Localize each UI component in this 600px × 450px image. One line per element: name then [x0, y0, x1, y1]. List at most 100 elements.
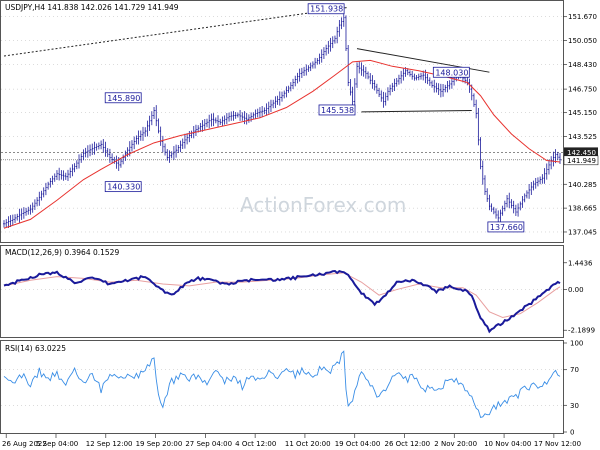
axes: 151.670 150.050 148.430 146.750 145.150 143.5…: [2, 13, 599, 448]
candle: [508, 192, 511, 209]
candle: [338, 20, 341, 37]
candle: [514, 204, 517, 216]
candle: [161, 135, 164, 153]
candle: [398, 74, 400, 85]
candle: [510, 199, 513, 209]
candle: [296, 72, 299, 84]
candle: [497, 210, 500, 223]
price-annotation: 145.890: [104, 92, 142, 104]
candle: [42, 187, 45, 198]
price-panel: 151.938 145.890 140.330 145.538 148.030 137.6…: [1, 3, 563, 233]
candle: [428, 77, 431, 86]
candle: [486, 188, 489, 202]
candle: [422, 70, 425, 81]
candle: [225, 113, 228, 125]
rsi-panel: [1, 350, 563, 418]
candle: [353, 78, 356, 108]
candle: [477, 107, 480, 146]
candle: [27, 206, 30, 215]
candle: [523, 193, 526, 203]
candle: [349, 79, 352, 96]
candle: [468, 78, 471, 93]
rsi-line: [3, 350, 561, 418]
candle: [49, 177, 52, 188]
price-tick-label: 138.665: [568, 205, 597, 213]
moving-average-line: [3, 59, 561, 229]
candle: [484, 175, 486, 196]
candle: [409, 70, 411, 77]
price-annotation: 151.938: [307, 3, 345, 15]
annotation-label: 140.330: [107, 183, 140, 192]
candle: [261, 105, 264, 118]
candle: [5, 219, 8, 228]
candle: [415, 75, 418, 81]
candle: [166, 149, 169, 161]
candle: [203, 119, 206, 130]
candle: [499, 209, 502, 222]
candle: [120, 158, 122, 168]
candle: [58, 167, 61, 181]
candle: [164, 143, 166, 156]
candle: [448, 80, 451, 90]
candle: [36, 197, 38, 207]
candle: [232, 110, 235, 121]
candle: [172, 146, 175, 160]
candle: [466, 77, 469, 86]
candle: [9, 215, 12, 227]
annotation-box: [104, 92, 142, 104]
candle: [175, 144, 177, 158]
candle: [245, 112, 248, 125]
macd-panel: [1, 270, 563, 334]
candle: [56, 170, 58, 181]
candle: [311, 61, 314, 69]
price-tick-label: 143.525: [568, 133, 597, 141]
candle: [387, 87, 389, 101]
candle: [287, 85, 290, 93]
trend-line: [3, 6, 349, 57]
candle: [367, 71, 369, 80]
x-tick-label: 19 Oct 04:00: [335, 440, 381, 448]
candle: [137, 130, 140, 145]
candle: [142, 126, 144, 141]
candle: [111, 153, 114, 164]
candle: [488, 194, 491, 211]
price-annotation: 145.538: [318, 104, 356, 116]
candle: [384, 92, 387, 106]
candle: [292, 78, 294, 90]
candle: [519, 201, 522, 211]
candle: [93, 141, 96, 155]
candle: [263, 107, 266, 115]
candle: [115, 155, 118, 169]
candle: [38, 191, 41, 206]
annotation-label: 151.938: [310, 5, 343, 14]
candle: [243, 111, 246, 125]
candle: [329, 37, 332, 52]
candle: [548, 159, 550, 175]
x-tick-label: 4 Oct 12:00: [235, 440, 276, 448]
candle: [195, 124, 197, 136]
candle: [223, 115, 226, 125]
candle: [503, 200, 506, 212]
candle: [298, 68, 301, 82]
candle: [492, 206, 495, 215]
candle: [431, 80, 433, 88]
candle: [490, 203, 493, 212]
candle: [75, 160, 78, 170]
price-tick-label: 146.750: [568, 86, 597, 94]
annotation-box: [487, 221, 525, 233]
candle: [534, 177, 537, 189]
x-tick-label: 10 Nov 04:00: [484, 440, 531, 448]
annotation-box: [432, 66, 470, 78]
candle: [186, 133, 189, 145]
candle: [426, 73, 429, 85]
rsi-tick-label: 0: [570, 429, 574, 437]
candle: [285, 86, 288, 98]
annotation-label: 145.890: [107, 94, 140, 103]
price-header: USDJPY,H4 141.838 142.026 141.729 141.94…: [5, 3, 179, 12]
candle: [351, 86, 354, 107]
candle: [179, 140, 182, 153]
current-price-tag-label: 141.949: [567, 157, 596, 165]
candle: [241, 112, 244, 121]
candle: [168, 150, 171, 163]
candle: [14, 214, 16, 224]
